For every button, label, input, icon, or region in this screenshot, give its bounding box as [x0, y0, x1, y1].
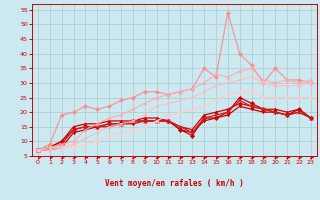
X-axis label: Vent moyen/en rafales ( km/h ): Vent moyen/en rafales ( km/h ) [105, 179, 244, 188]
